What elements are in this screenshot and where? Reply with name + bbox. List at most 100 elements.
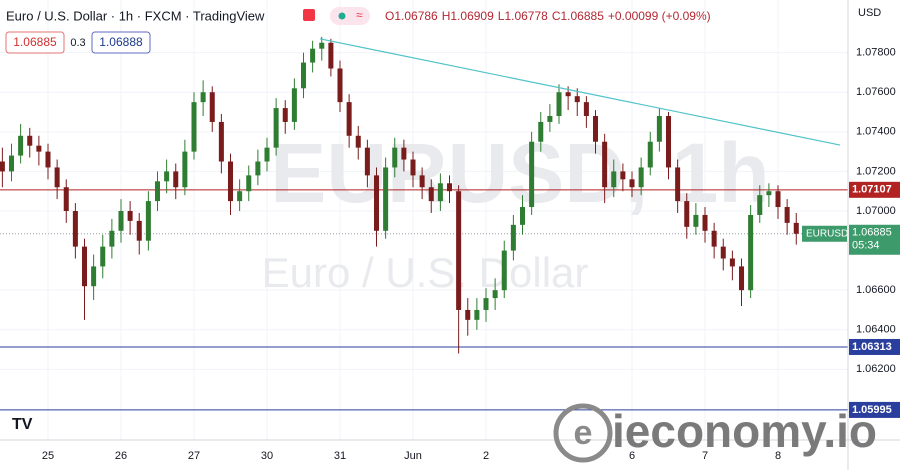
candle-body <box>300 62 307 89</box>
countdown-label: 05:34 <box>852 240 880 252</box>
candle-body <box>227 161 234 202</box>
candle-body <box>255 161 261 176</box>
candle-body <box>118 210 124 231</box>
candle-body <box>154 181 161 202</box>
candle-body <box>182 151 188 188</box>
candle-body <box>127 210 133 221</box>
ohlc-value: H1.06909 <box>442 9 494 23</box>
bid-box[interactable] <box>5 31 65 54</box>
candle-body <box>383 167 389 231</box>
candle-body <box>27 135 33 146</box>
x-tick-label: 26 <box>115 450 127 462</box>
candle-body <box>164 171 170 182</box>
candle-body <box>209 92 215 122</box>
level-label: 1.07107 <box>852 184 892 196</box>
candle-body <box>483 298 489 310</box>
candle-body <box>565 92 571 97</box>
candle-body <box>392 147 398 168</box>
candle-body <box>501 250 507 291</box>
brand-name: ieconomy.io <box>612 405 877 457</box>
candle-body <box>647 141 653 168</box>
candle-body <box>611 171 617 188</box>
candle-body <box>401 147 407 160</box>
candle-body <box>574 96 580 103</box>
candle-body <box>282 108 288 122</box>
x-tick-label: 31 <box>334 450 346 462</box>
status-pill[interactable] <box>330 7 370 25</box>
candle-body <box>675 167 681 202</box>
candle-body <box>446 183 453 192</box>
candle-body <box>100 246 106 267</box>
candle-body <box>355 135 361 148</box>
candle-body <box>465 309 471 320</box>
ask-box[interactable] <box>91 31 151 54</box>
candle-body <box>492 290 498 299</box>
candle-body <box>237 191 243 202</box>
y-tick-label: 1.06600 <box>856 284 896 296</box>
candle-body <box>602 141 608 188</box>
candle-body <box>437 183 443 202</box>
candles <box>0 36 799 354</box>
candle-body <box>556 92 562 116</box>
candle-body <box>729 258 735 267</box>
candle-body <box>218 121 224 162</box>
candle-body <box>8 155 15 172</box>
ohlc-value: C1.06885 <box>552 9 604 23</box>
price-label: 1.06885 <box>852 227 892 239</box>
candle-body <box>620 171 626 180</box>
tv-logo: TV <box>12 416 33 433</box>
candle-body <box>684 201 690 227</box>
candle-body <box>547 115 553 122</box>
candle-body <box>702 214 708 231</box>
candle-body <box>419 175 425 188</box>
spread: 0.3 <box>70 37 85 49</box>
status-dot <box>338 12 346 20</box>
candle-body <box>456 191 462 310</box>
x-tick-label: Jun <box>404 450 422 462</box>
candle-body <box>337 68 343 103</box>
candle-body <box>136 220 142 241</box>
candle-body <box>63 187 69 211</box>
candle-body <box>665 115 672 168</box>
bid-price: 1.06885 <box>13 35 57 49</box>
candle-body <box>36 145 42 152</box>
symbol-tag <box>802 225 847 242</box>
brand-logo-letter: e <box>574 414 593 452</box>
level-label: 1.06313 <box>852 341 892 353</box>
candle-body <box>538 121 544 142</box>
y-tick-label: 1.07800 <box>856 47 896 59</box>
candle-body <box>519 207 526 225</box>
x-tick-label: 25 <box>42 450 54 462</box>
ohlc-value: +0.00099 (+0.09%) <box>608 9 711 23</box>
level-tag <box>849 181 900 198</box>
candle-body <box>200 92 206 103</box>
level-tag <box>849 401 900 418</box>
candle-body <box>766 191 772 196</box>
candle-body <box>109 230 115 247</box>
grid <box>0 0 848 440</box>
candle-body <box>91 266 97 287</box>
watermark-description: Euro / U.S. Dollar <box>262 249 589 296</box>
x-tick-label: 8 <box>775 450 781 462</box>
candle-body <box>310 48 316 63</box>
currency-label: USD <box>858 7 881 19</box>
candle-body <box>145 201 151 241</box>
y-tick-label: 1.07400 <box>856 126 896 138</box>
alert-icon[interactable] <box>303 9 315 21</box>
candle-body <box>656 115 662 142</box>
candle-body <box>784 207 790 223</box>
candle-body <box>364 147 370 176</box>
symbol-label: EURUSD <box>806 228 848 239</box>
x-tick-label: 2 <box>483 450 489 462</box>
candle-body <box>291 88 297 122</box>
candle-body <box>0 161 5 172</box>
y-tick-label: 1.07600 <box>856 86 896 98</box>
ohlc-value: L1.06778 <box>498 9 548 23</box>
candle-body <box>583 102 589 116</box>
candle-body <box>711 230 717 247</box>
candle-body <box>793 222 799 234</box>
candle-body <box>273 108 279 148</box>
candle-body <box>373 175 380 231</box>
candle-body <box>739 266 745 291</box>
